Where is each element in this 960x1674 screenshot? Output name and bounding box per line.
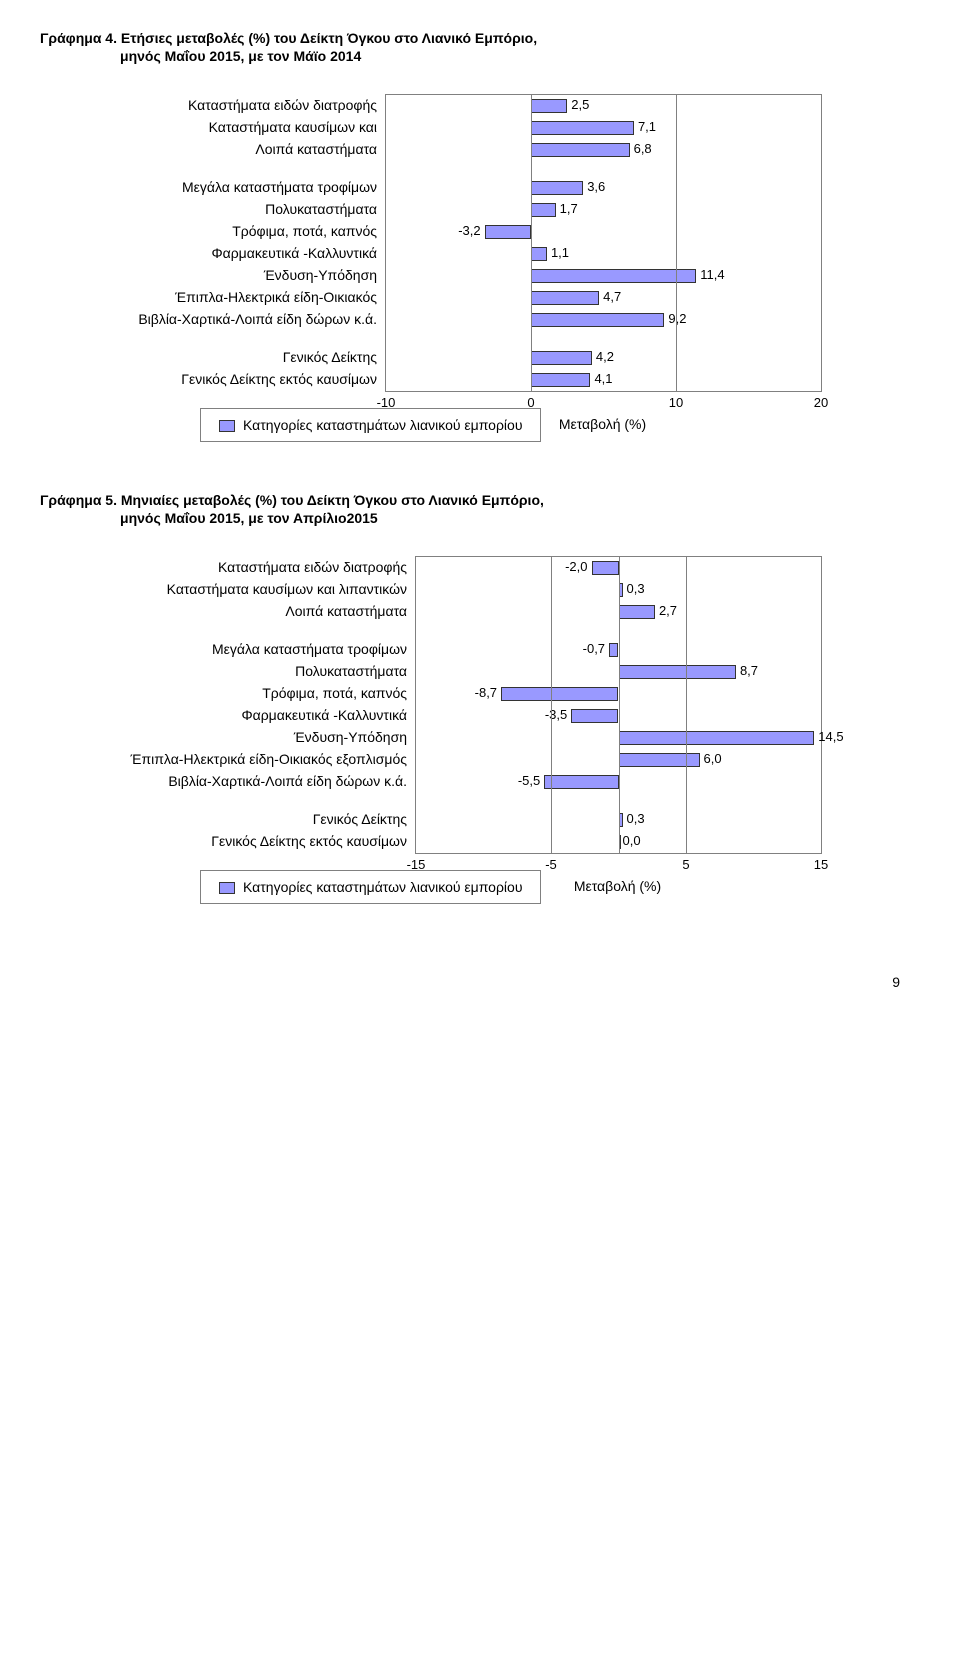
category-label: Λοιπά καταστήματα xyxy=(80,138,385,160)
category-label: Καταστήματα ειδών διατροφής xyxy=(80,94,385,116)
chart1: Καταστήματα ειδών διατροφήςΚαταστήματα κ… xyxy=(80,94,820,390)
page-number: 9 xyxy=(40,974,920,990)
bar-value: 1,1 xyxy=(551,245,569,260)
category-label: Ένδυση-Υπόδηση xyxy=(80,264,385,286)
bar xyxy=(619,753,700,767)
bar-value: 7,1 xyxy=(638,119,656,134)
bar xyxy=(531,269,696,283)
chart1-title: Γράφημα 4. Ετήσιες μεταβολές (%) του Δεί… xyxy=(40,30,920,46)
bar-value: -3,5 xyxy=(545,707,567,722)
category-label: Καταστήματα καυσίμων και λιπαντικών xyxy=(80,578,415,600)
chart2-title: Γράφημα 5. Μηνιαίες μεταβολές (%) του Δε… xyxy=(40,492,920,508)
bar xyxy=(501,687,618,701)
xtick: -5 xyxy=(545,857,557,872)
legend-swatch xyxy=(219,420,235,432)
xtick: 5 xyxy=(682,857,689,872)
category-label: Τρόφιμα, ποτά, καπνός xyxy=(80,682,415,704)
bar-value: 0,3 xyxy=(627,581,645,596)
category-label: Γενικός Δείκτης εκτός καυσίμων xyxy=(80,368,385,390)
bar xyxy=(531,181,583,195)
xtick: 20 xyxy=(814,395,828,410)
bar-value: -5,5 xyxy=(518,773,540,788)
bar xyxy=(531,99,567,113)
chart1-xlabel: Μεταβολή (%) xyxy=(385,416,820,432)
bar xyxy=(531,143,630,157)
bar-value: 1,7 xyxy=(560,201,578,216)
legend-swatch xyxy=(219,882,235,894)
bar-value: 2,5 xyxy=(571,97,589,112)
category-label: Καταστήματα καυσίμων και xyxy=(80,116,385,138)
category-label: Μεγάλα καταστήματα τροφίμων xyxy=(80,176,385,198)
bar-value: -0,7 xyxy=(583,641,605,656)
bar xyxy=(544,775,618,789)
xtick: -15 xyxy=(407,857,426,872)
bar-value: 3,6 xyxy=(587,179,605,194)
xtick: 10 xyxy=(669,395,683,410)
bar xyxy=(485,225,531,239)
xtick: 15 xyxy=(814,857,828,872)
bar xyxy=(531,373,590,387)
bar-value: -2,0 xyxy=(565,559,587,574)
bar xyxy=(531,313,664,327)
bar xyxy=(531,247,547,261)
bar-value: 4,1 xyxy=(594,371,612,386)
bar-value: 6,0 xyxy=(704,751,722,766)
bar xyxy=(619,665,736,679)
bar-value: 0,0 xyxy=(623,833,641,848)
bar-value: 6,8 xyxy=(634,141,652,156)
chart2: Καταστήματα ειδών διατροφήςΚαταστήματα κ… xyxy=(80,556,820,852)
bar-value: 2,7 xyxy=(659,603,677,618)
bar-value: 8,7 xyxy=(740,663,758,678)
category-label: Μεγάλα καταστήματα τροφίμων xyxy=(80,638,415,660)
category-label: Πολυκαταστήματα xyxy=(80,660,415,682)
category-label: Γενικός Δείκτης εκτός καυσίμων xyxy=(80,830,415,852)
bar xyxy=(571,709,618,723)
category-label: Πολυκαταστήματα xyxy=(80,198,385,220)
bar-value: -3,2 xyxy=(458,223,480,238)
bar xyxy=(531,203,556,217)
bar xyxy=(531,121,634,135)
xtick: 0 xyxy=(527,395,534,410)
bar-value: 14,5 xyxy=(818,729,843,744)
category-label: Φαρμακευτικά -Καλλυντικά xyxy=(80,242,385,264)
category-label: Λοιπά καταστήματα xyxy=(80,600,415,622)
bar xyxy=(609,643,618,657)
category-label: Έπιπλα-Ηλεκτρικά είδη-Οικιακός xyxy=(80,286,385,308)
bar-value: 9,2 xyxy=(668,311,686,326)
category-label: Ένδυση-Υπόδηση xyxy=(80,726,415,748)
bar xyxy=(531,351,592,365)
bar xyxy=(531,291,599,305)
xtick: -10 xyxy=(377,395,396,410)
bar-value: 4,7 xyxy=(603,289,621,304)
bar xyxy=(592,561,619,575)
bar-value: 0,3 xyxy=(627,811,645,826)
chart2-subtitle: μηνός Μαΐου 2015, με τον Απρίλιο2015 xyxy=(120,510,920,526)
category-label: Βιβλία-Χαρτικά-Λοιπά είδη δώρων κ.ά. xyxy=(80,308,385,330)
category-label: Φαρμακευτικά -Καλλυντικά xyxy=(80,704,415,726)
chart1-subtitle: μηνός Μαΐου 2015, με τον Μάϊο 2014 xyxy=(120,48,920,64)
bar-value: 11,4 xyxy=(700,267,724,282)
category-label: Τρόφιμα, ποτά, καπνός xyxy=(80,220,385,242)
bar xyxy=(619,731,815,745)
category-label: Γενικός Δείκτης xyxy=(80,346,385,368)
category-label: Βιβλία-Χαρτικά-Λοιπά είδη δώρων κ.ά. xyxy=(80,770,415,792)
bar-value: 4,2 xyxy=(596,349,614,364)
category-label: Καταστήματα ειδών διατροφής xyxy=(80,556,415,578)
bar-value: -8,7 xyxy=(475,685,497,700)
category-label: Έπιπλα-Ηλεκτρικά είδη-Οικιακός εξοπλισμό… xyxy=(80,748,415,770)
chart2-xlabel: Μεταβολή (%) xyxy=(415,878,820,894)
category-label: Γενικός Δείκτης xyxy=(80,808,415,830)
bar xyxy=(619,605,655,619)
